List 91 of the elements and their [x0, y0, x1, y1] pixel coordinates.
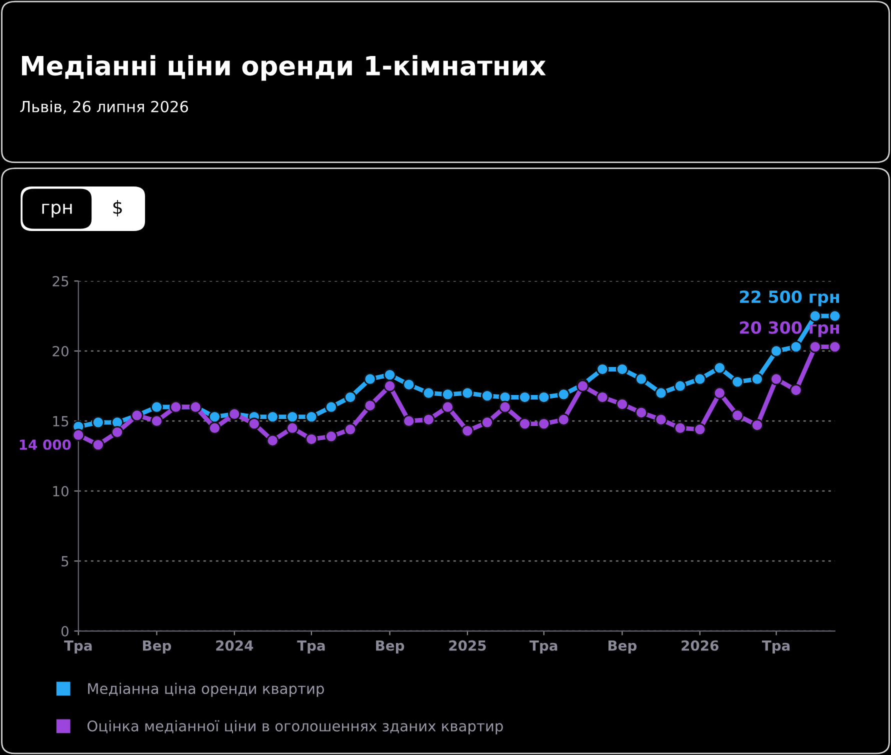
- chart-subtitle: Львів, 26 липня 2026: [20, 100, 188, 114]
- y-tick-label: 10: [53, 486, 68, 496]
- point: [518, 390, 532, 404]
- x-tick-label: Тра: [762, 640, 790, 654]
- point: [286, 422, 299, 434]
- point: [557, 388, 570, 401]
- point: [750, 372, 764, 386]
- y-tick-label: 5: [62, 556, 68, 566]
- point: [828, 340, 842, 354]
- x-tick-label: 2025: [449, 640, 486, 651]
- point: [480, 416, 494, 429]
- point: [150, 414, 163, 428]
- point: [713, 362, 726, 374]
- point: [790, 340, 802, 354]
- annotation: 20 300 грн: [740, 321, 840, 338]
- point: [208, 422, 221, 434]
- annotation: 22 500 грн: [740, 290, 840, 306]
- point: [344, 390, 357, 404]
- x-tick-label: 2024: [216, 640, 254, 651]
- point: [208, 410, 221, 424]
- point: [92, 416, 104, 429]
- y-tick-label: 15: [53, 416, 68, 426]
- point: [286, 410, 299, 424]
- point: [461, 386, 474, 400]
- point: [324, 400, 338, 414]
- x-tick-label: 2026: [682, 640, 718, 651]
- text: грн: [42, 204, 72, 218]
- point: [616, 398, 628, 410]
- x-tick-label: Вер: [143, 640, 172, 654]
- point: [808, 310, 822, 322]
- point: [538, 418, 550, 430]
- x-tick-label: Тра: [530, 640, 558, 654]
- point: [480, 390, 494, 402]
- point: [731, 409, 744, 422]
- point: [674, 380, 686, 392]
- point: [441, 388, 454, 401]
- point: [266, 410, 279, 424]
- annotation: 14 000: [20, 439, 71, 450]
- point: [635, 406, 648, 419]
- point: [461, 424, 474, 438]
- x-tick-label: Вер: [376, 640, 404, 654]
- point: [402, 378, 416, 391]
- point: [770, 372, 783, 386]
- point: [266, 434, 279, 447]
- point: [790, 384, 802, 396]
- point: [694, 372, 706, 386]
- text: $: [113, 200, 122, 216]
- x-tick-label: Тра: [64, 640, 92, 654]
- point: [498, 400, 512, 414]
- y-tick-label: 25: [52, 276, 68, 286]
- point: [635, 372, 648, 386]
- point: [596, 362, 609, 376]
- point: [324, 430, 338, 443]
- point: [344, 423, 357, 436]
- x-tick-label: Тра: [297, 640, 325, 654]
- point: [750, 418, 764, 432]
- point: [770, 344, 783, 358]
- point: [596, 390, 609, 404]
- point: [808, 340, 822, 354]
- point: [731, 376, 744, 388]
- x-tick-label: Вер: [608, 640, 637, 654]
- point: [92, 438, 104, 452]
- point: [694, 423, 706, 436]
- chart-title: Медіанні ціни оренди 1-кімнатних: [22, 55, 546, 81]
- legend-label: Медіанна ціна оренди квартир: [88, 682, 324, 697]
- point: [384, 380, 396, 392]
- point: [422, 386, 435, 400]
- point: [828, 310, 842, 322]
- point: [384, 368, 396, 382]
- point: [150, 400, 163, 414]
- point: [72, 428, 85, 442]
- point: [654, 386, 668, 400]
- y-tick-label: 0: [61, 626, 68, 637]
- point: [111, 426, 124, 438]
- point: [713, 386, 726, 400]
- point: [538, 390, 550, 404]
- point: [654, 413, 668, 426]
- point: [518, 418, 532, 430]
- y-tick-label: 20: [52, 346, 68, 356]
- point: [441, 400, 454, 414]
- point: [364, 372, 376, 386]
- point: [364, 399, 376, 412]
- point: [248, 418, 260, 430]
- point: [305, 432, 318, 446]
- point: [674, 422, 686, 434]
- point: [616, 362, 628, 376]
- point: [557, 413, 570, 426]
- point: [402, 414, 416, 428]
- point: [422, 413, 435, 426]
- point: [305, 410, 318, 424]
- legend-label: Оцінка медіанної ціни в оголошеннях зданих квартир: [88, 720, 503, 734]
